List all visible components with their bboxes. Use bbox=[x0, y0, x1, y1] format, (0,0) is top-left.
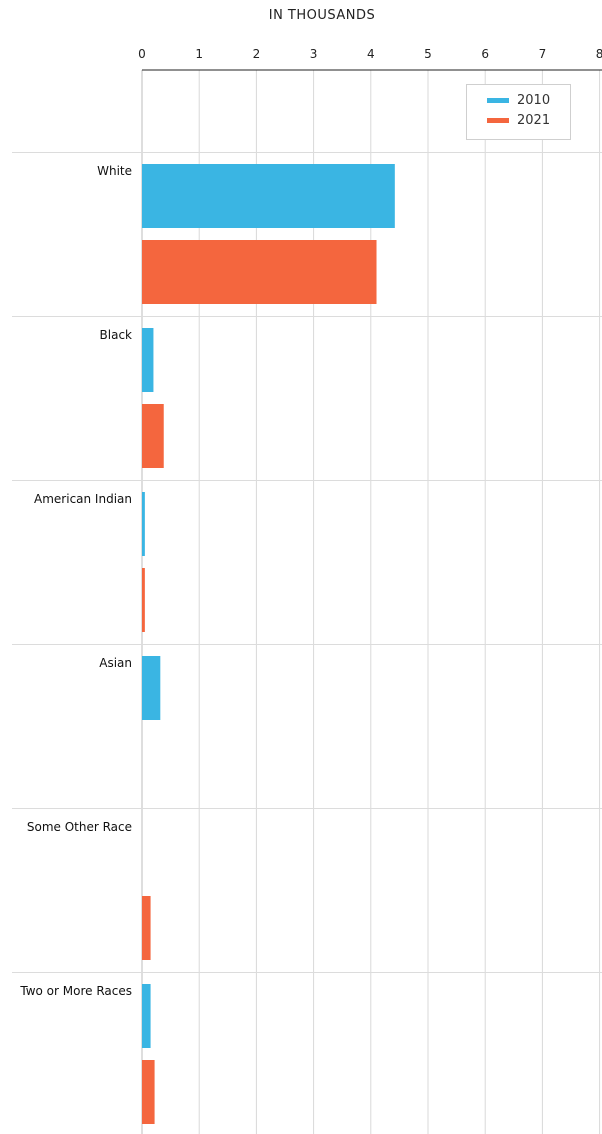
bar-2021-some-other-race bbox=[142, 896, 151, 960]
x-tick-label: 0 bbox=[138, 47, 146, 61]
legend-label-2010: 2010 bbox=[517, 93, 550, 108]
category-label: Asian bbox=[99, 656, 132, 670]
x-tick-labels: 0 1 2 3 4 5 6 7 8 bbox=[138, 47, 602, 61]
bar-2010-black bbox=[142, 328, 153, 392]
category-label: American Indian bbox=[34, 492, 132, 506]
legend-item-2010: 2010 bbox=[487, 93, 550, 108]
x-tick-label: 3 bbox=[310, 47, 318, 61]
category-label: Black bbox=[100, 328, 132, 342]
bar-2010-asian bbox=[142, 656, 160, 720]
category-label: Some Other Race bbox=[27, 820, 132, 834]
legend-swatch-2021 bbox=[487, 118, 509, 123]
bar-2010-two-or-more-races bbox=[142, 984, 151, 1048]
x-tick-label: 2 bbox=[253, 47, 261, 61]
category-label: White bbox=[97, 164, 132, 178]
bar-2021-american-indian bbox=[142, 568, 145, 632]
bar-2010-american-indian bbox=[142, 492, 145, 556]
x-tick-label: 5 bbox=[424, 47, 432, 61]
x-axis-title: IN THOUSANDS bbox=[242, 8, 402, 23]
legend-label-2021: 2021 bbox=[517, 113, 550, 128]
x-tick-label: 4 bbox=[367, 47, 375, 61]
x-tick-label: 7 bbox=[539, 47, 547, 61]
bar-2021-black bbox=[142, 404, 164, 468]
category-label: Two or More Races bbox=[20, 984, 132, 998]
x-tick-label: 1 bbox=[195, 47, 203, 61]
bar-2021-two-or-more-races bbox=[142, 1060, 155, 1124]
bar-2021-white bbox=[142, 240, 377, 304]
legend: 2010 2021 bbox=[466, 84, 571, 140]
legend-item-2021: 2021 bbox=[487, 113, 550, 128]
bar-2010-white bbox=[142, 164, 395, 228]
x-tick-label: 8 bbox=[596, 47, 602, 61]
legend-swatch-2010 bbox=[487, 98, 509, 103]
grid-lines bbox=[142, 70, 600, 1134]
x-tick-label: 6 bbox=[481, 47, 489, 61]
